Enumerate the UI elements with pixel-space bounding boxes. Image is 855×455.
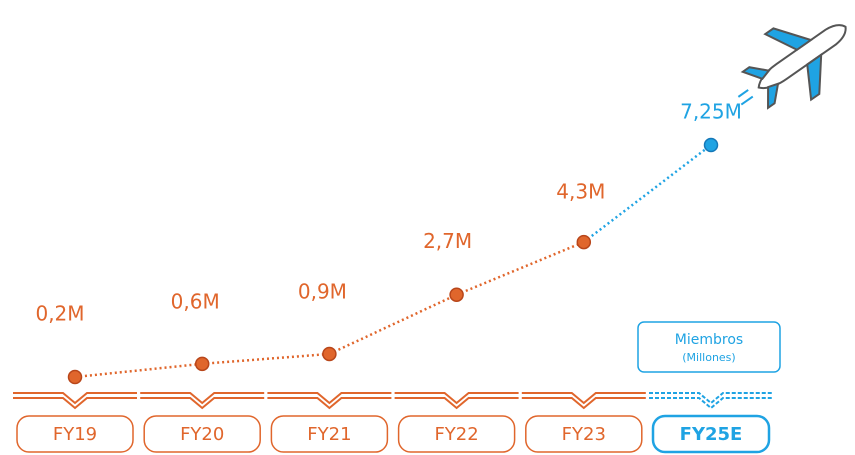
category-label: FY21 — [307, 424, 351, 445]
data-point — [705, 139, 718, 152]
legend-subtitle: (Millones) — [682, 351, 735, 364]
data-point — [323, 347, 336, 360]
chart: Miembros (Millones) FY19 FY20 FY21 FY22 FY23… — [0, 0, 855, 455]
line-segment — [457, 242, 584, 295]
value-label: 0,2M — [35, 302, 84, 326]
line-segment — [329, 295, 456, 354]
value-label: 0,9M — [298, 279, 347, 303]
data-point — [577, 236, 590, 249]
category-label: FY25E — [680, 424, 743, 445]
rail — [649, 398, 773, 408]
line-segment — [75, 364, 202, 377]
value-label: 0,6M — [171, 289, 220, 313]
category-label: FY19 — [53, 424, 97, 445]
value-label: 4,3M — [556, 180, 605, 204]
data-point — [450, 288, 463, 301]
category-label: FY23 — [562, 424, 606, 445]
value-label: 2,7M — [423, 229, 472, 253]
category-label: FY20 — [180, 424, 224, 445]
value-label: 7,25M — [680, 100, 742, 124]
line-segment — [202, 354, 329, 364]
category-label: FY22 — [434, 424, 478, 445]
data-point — [69, 371, 82, 384]
legend-title: Miembros — [675, 332, 743, 348]
data-point — [196, 357, 209, 370]
